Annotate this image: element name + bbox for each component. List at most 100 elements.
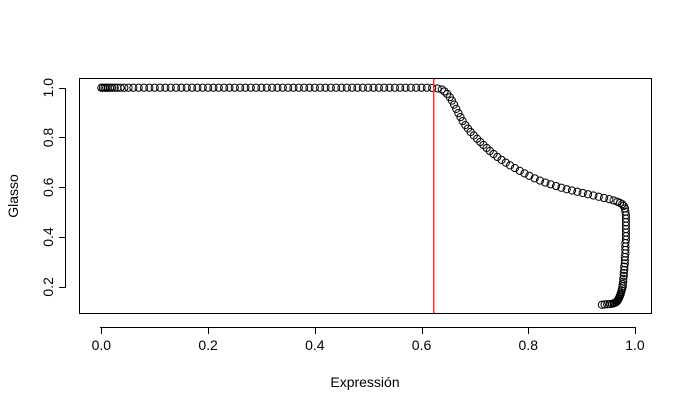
data-point <box>150 83 159 92</box>
data-point <box>600 300 609 309</box>
x-tick-label: 0.8 <box>519 337 539 353</box>
y-tick-label: 0.4 <box>40 227 56 247</box>
y-axis-label: Glasso <box>5 174 21 218</box>
data-point <box>620 262 629 271</box>
data-point <box>252 83 261 92</box>
data-point <box>597 300 607 309</box>
data-point <box>530 174 539 183</box>
data-point <box>417 83 426 92</box>
data-point <box>567 186 577 195</box>
y-tick-label: 1.0 <box>40 78 56 98</box>
data-point <box>358 83 367 92</box>
data-point <box>396 83 405 92</box>
data-point <box>342 83 351 92</box>
data-point <box>289 83 298 92</box>
data-point <box>605 195 614 204</box>
data-point <box>134 83 143 92</box>
data-point <box>380 83 389 92</box>
data-point <box>369 83 378 92</box>
data-point <box>268 83 277 92</box>
data-point <box>546 180 555 189</box>
data-point <box>497 155 506 165</box>
data-point <box>515 166 524 175</box>
data-point <box>364 83 373 92</box>
data-point <box>506 161 515 170</box>
y-tick-label: 0.2 <box>40 277 56 297</box>
data-point <box>449 100 459 109</box>
data-point <box>618 200 627 209</box>
data-point <box>182 83 191 92</box>
data-point <box>520 169 529 178</box>
data-point <box>594 192 603 201</box>
data-point <box>525 171 534 180</box>
data-point <box>310 83 319 92</box>
y-axis-ticks: 0.2 0.4 0.6 0.8 1.0 <box>40 78 66 297</box>
data-point <box>440 87 449 96</box>
data-point <box>300 83 309 92</box>
x-tick-label: 1.0 <box>625 337 645 353</box>
data-point <box>305 83 314 92</box>
data-point <box>284 83 293 92</box>
data-point <box>454 109 463 118</box>
data-point <box>353 83 362 92</box>
data-point <box>348 83 357 92</box>
data-point <box>620 252 629 262</box>
data-point <box>599 193 609 203</box>
data-point <box>428 83 437 93</box>
data-point <box>406 83 415 92</box>
data-point <box>620 256 629 265</box>
data-point <box>447 96 457 105</box>
data-point <box>316 83 325 92</box>
data-point <box>246 83 255 92</box>
data-point <box>332 83 341 92</box>
data-point <box>535 176 545 185</box>
data-point <box>177 83 186 92</box>
data-point <box>209 83 218 92</box>
data-point <box>557 183 566 192</box>
data-point <box>573 187 582 196</box>
data-point <box>161 83 170 92</box>
data-point <box>493 152 502 162</box>
data-point <box>230 83 239 92</box>
data-point <box>510 164 520 173</box>
data-point <box>124 83 133 92</box>
data-point <box>235 83 245 92</box>
data-point <box>225 83 234 92</box>
data-point <box>390 83 399 92</box>
data-point <box>321 83 330 92</box>
data-point <box>501 158 510 167</box>
data-point <box>187 83 197 92</box>
x-tick-label: 0.2 <box>198 337 218 353</box>
data-point <box>219 83 229 92</box>
x-tick-label: 0.6 <box>412 337 432 353</box>
plot-frame <box>79 78 652 314</box>
data-point <box>374 83 383 92</box>
data-point <box>589 191 598 200</box>
data-point <box>603 300 612 309</box>
x-tick-label: 0.4 <box>305 337 325 353</box>
data-point <box>120 83 129 92</box>
data-point <box>278 83 287 92</box>
data-point <box>241 83 250 92</box>
data-point <box>129 83 138 92</box>
data-point <box>214 83 223 92</box>
y-tick-label: 0.6 <box>40 177 56 197</box>
data-point <box>422 83 431 92</box>
data-points <box>97 83 631 309</box>
data-point <box>262 83 271 92</box>
data-point <box>110 83 119 92</box>
data-point <box>337 83 346 92</box>
data-point <box>620 259 629 268</box>
data-point <box>203 83 213 92</box>
data-point <box>412 83 421 92</box>
x-tick-label: 0.0 <box>92 337 112 353</box>
data-point <box>257 83 266 92</box>
x-axis-label: Expressión <box>330 374 399 390</box>
data-point <box>619 271 628 281</box>
data-point <box>107 83 117 92</box>
data-point <box>620 265 629 275</box>
data-point <box>385 83 394 92</box>
y-tick-label: 0.8 <box>40 128 56 148</box>
